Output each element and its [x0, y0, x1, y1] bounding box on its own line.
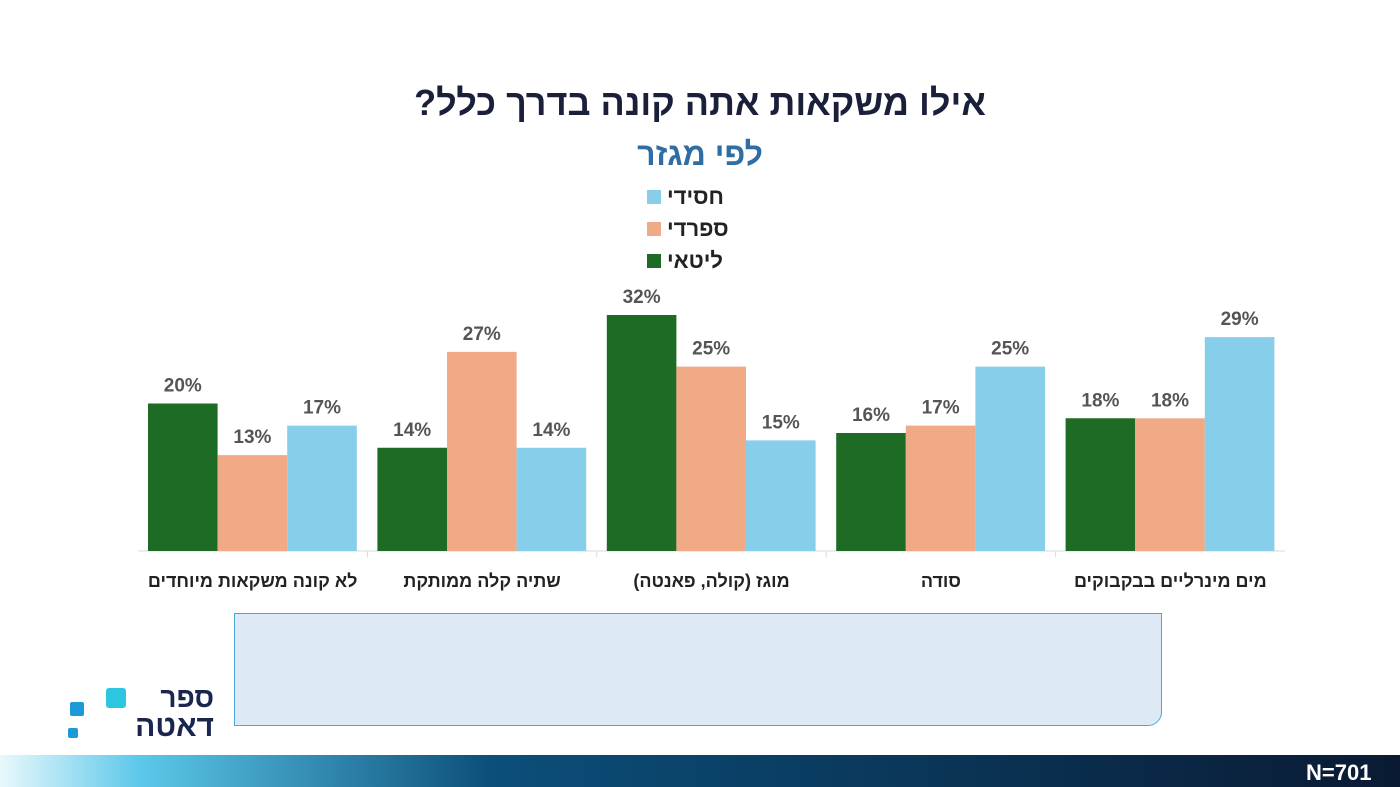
data-label: 32%: [623, 287, 661, 308]
chart-subtitle: לפי מגזר: [637, 136, 763, 172]
legend-label: ליטאי: [667, 248, 723, 273]
bar: [836, 433, 906, 551]
text-box: [234, 613, 1162, 726]
logo-text: ספר: [160, 682, 214, 713]
legend-label: חסידי: [667, 184, 724, 209]
bar: [148, 403, 218, 551]
bar: [217, 455, 288, 551]
data-label: 25%: [692, 339, 730, 360]
bar: [975, 366, 1045, 551]
bar: [905, 425, 976, 551]
bar: [746, 440, 816, 551]
bar: [377, 447, 447, 551]
chart-title: אילו משקאות אתה קונה בדרך כלל?: [414, 82, 986, 123]
logo: ספר דאטה: [66, 684, 216, 744]
footer-bar: [0, 755, 1400, 787]
data-label: 17%: [303, 398, 341, 419]
data-label: 20%: [164, 376, 202, 397]
sample-size: N=701: [1306, 760, 1372, 785]
data-label: 16%: [852, 405, 890, 426]
legend-swatch: [647, 190, 661, 204]
bar: [516, 447, 587, 551]
x-tick-label: מים מינרליים בבקבוקים: [1073, 571, 1267, 591]
legend-swatch: [647, 222, 661, 236]
x-tick-label: לא קונה משקאות מיוחדים: [147, 571, 358, 591]
data-label: 13%: [233, 427, 271, 448]
bar: [447, 351, 517, 551]
data-label: 14%: [393, 420, 431, 441]
legend-swatch: [647, 254, 661, 268]
bar: [1204, 337, 1275, 551]
x-tick-label: שתיה קלה ממותקת: [403, 571, 561, 591]
data-label: 18%: [1151, 390, 1189, 411]
bar: [287, 425, 357, 551]
logo-mark: [106, 688, 126, 708]
bar: [1065, 418, 1136, 551]
bar: [676, 366, 746, 551]
bar: [606, 315, 677, 551]
logo-text: דאטה: [135, 710, 214, 743]
logo-mark: [70, 702, 84, 716]
data-label: 27%: [463, 324, 501, 345]
data-label: 15%: [762, 412, 800, 433]
data-label: 14%: [532, 420, 570, 441]
legend-label: ספרדי: [667, 216, 729, 241]
bar: [1135, 418, 1205, 551]
data-label: 18%: [1081, 390, 1119, 411]
x-tick-label: מוגז (קולה, פאנטה): [633, 571, 790, 591]
data-label: 29%: [1221, 309, 1259, 330]
x-tick-label: סודה: [920, 571, 961, 591]
logo-mark: [68, 728, 78, 738]
data-label: 17%: [922, 398, 960, 419]
data-label: 25%: [991, 339, 1029, 360]
